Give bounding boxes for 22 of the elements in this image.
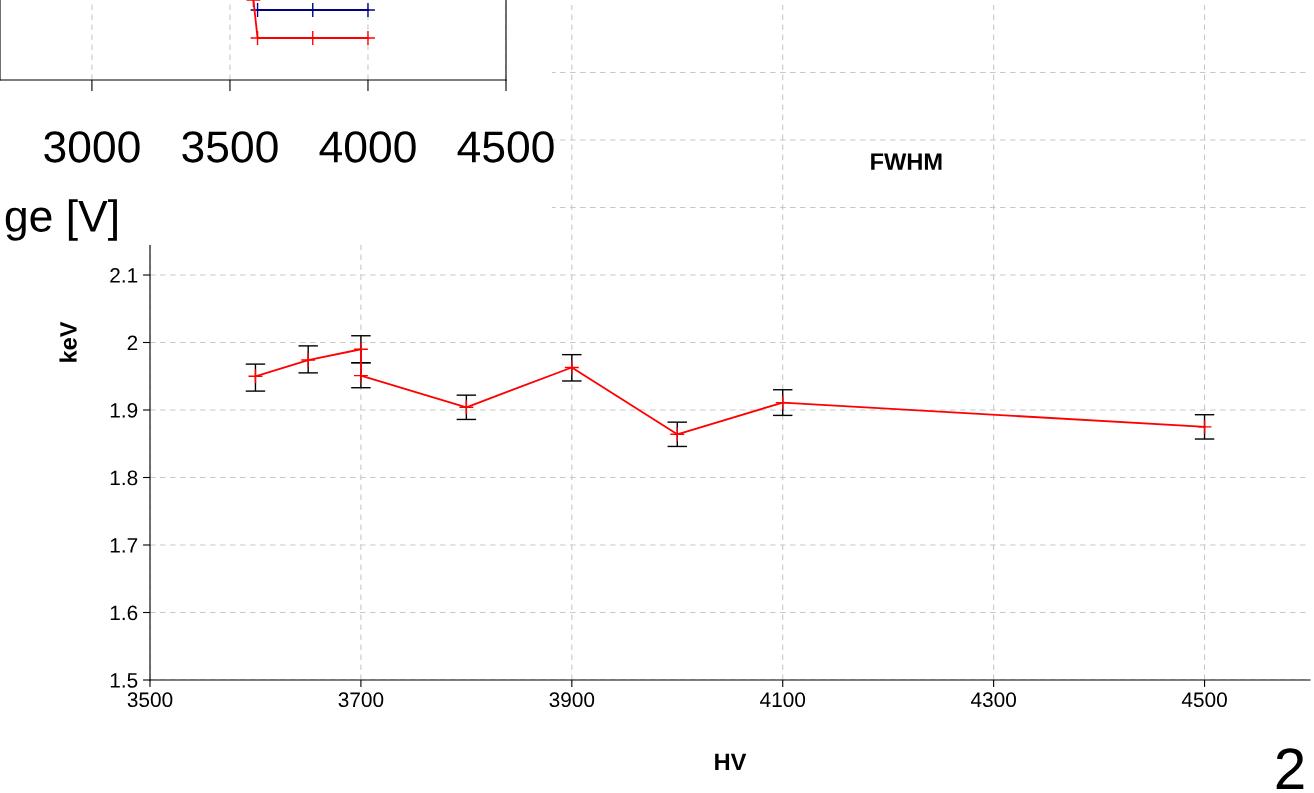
x-tick-label: 4000 bbox=[319, 131, 416, 163]
x-tick-label: 3500 bbox=[182, 131, 278, 163]
y-tick-label: 2 bbox=[127, 335, 138, 351]
x-tick-label: 3000 bbox=[44, 131, 140, 163]
x-axis-title: ge [V] bbox=[5, 199, 117, 241]
y-tick-label: 1.8 bbox=[110, 470, 138, 486]
y-tick-label: 1.5 bbox=[110, 673, 138, 688]
y-tick-label: 1.9 bbox=[110, 403, 138, 418]
y-tick-label: 1.7 bbox=[110, 538, 138, 553]
x-tick-label: 4300 bbox=[970, 692, 1016, 708]
x-tick-label: 3500 bbox=[127, 692, 173, 708]
x-tick-label: 4100 bbox=[760, 692, 806, 708]
x-tick-label: 4500 bbox=[457, 131, 554, 163]
x-tick-label: 3700 bbox=[338, 692, 384, 708]
y-axis-title: keV bbox=[59, 321, 77, 362]
y-tick-label: 1.6 bbox=[110, 605, 138, 621]
x-axis-title: HV bbox=[715, 753, 747, 770]
x-tick-label: 4500 bbox=[1181, 692, 1227, 708]
text: 2 bbox=[1276, 748, 1304, 789]
x-tick-label: 3900 bbox=[549, 692, 595, 708]
y-tick-label: 2.1 bbox=[110, 268, 138, 283]
text: FWHM bbox=[871, 153, 942, 170]
